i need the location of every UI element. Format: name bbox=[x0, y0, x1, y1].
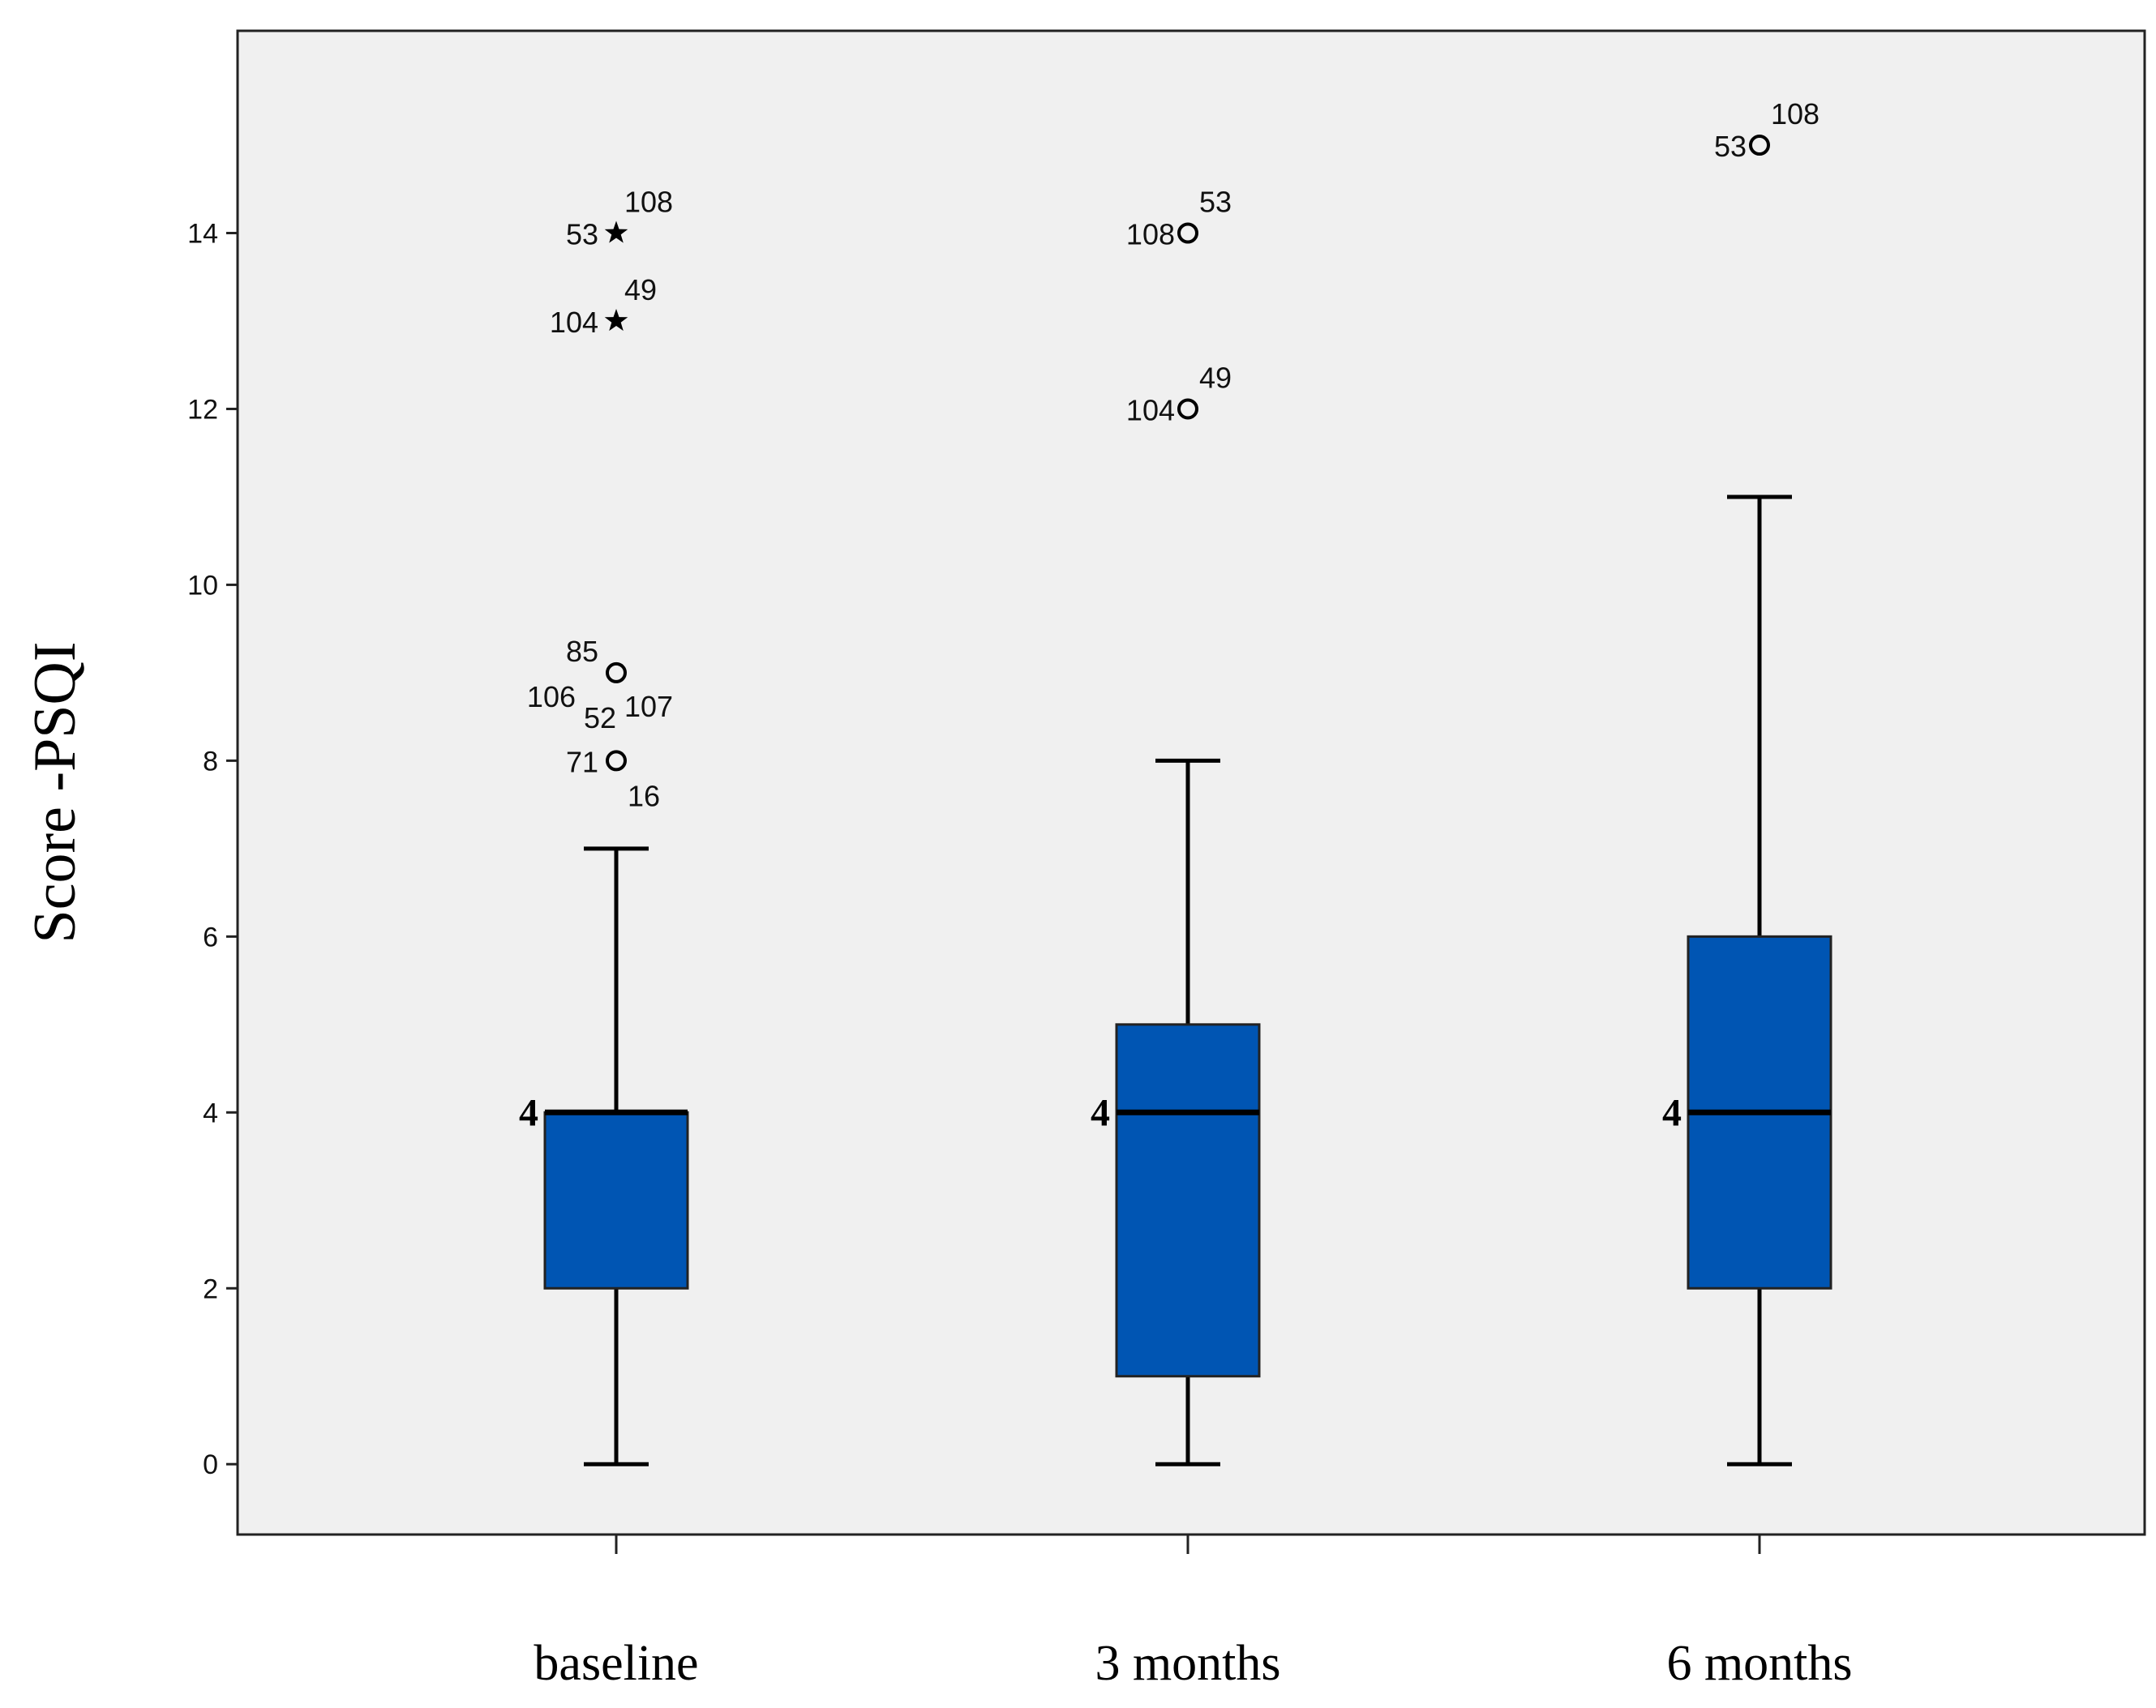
median-label: 4 bbox=[1662, 1091, 1682, 1134]
y-tick-label: 2 bbox=[203, 1274, 218, 1304]
outlier-case-label: 16 bbox=[628, 779, 660, 812]
y-tick-label: 10 bbox=[187, 570, 218, 601]
outlier-case-label: 53 bbox=[566, 218, 598, 251]
outlier-case-label: 104 bbox=[550, 306, 598, 339]
box-group: 4 53 108 bbox=[1662, 97, 1832, 1466]
outlier-case-label: 53 bbox=[1714, 130, 1747, 163]
y-axis-title: Score -PSQI bbox=[22, 641, 88, 943]
outlier-star-marker bbox=[604, 309, 628, 332]
y-tick-label: 4 bbox=[203, 1098, 218, 1128]
x-category-label: 6 months bbox=[1666, 1636, 1852, 1691]
outlier-circle-marker bbox=[606, 750, 627, 772]
box bbox=[1115, 1023, 1261, 1378]
outlier-circle-marker bbox=[606, 661, 627, 683]
y-tick-label: 6 bbox=[203, 922, 218, 952]
x-category-label: baseline bbox=[534, 1636, 698, 1691]
median-label: 4 bbox=[519, 1091, 538, 1134]
outlier-case-label: 49 bbox=[624, 273, 657, 306]
box bbox=[543, 1111, 689, 1290]
outlier-case-label: 106 bbox=[527, 680, 576, 713]
outlier-case-label: 107 bbox=[624, 690, 673, 723]
outlier-circle-marker bbox=[1177, 398, 1198, 420]
outlier-case-label: 71 bbox=[566, 745, 598, 778]
outlier-circle-marker bbox=[1749, 135, 1770, 156]
outlier-case-label: 85 bbox=[566, 635, 598, 668]
x-category-label: 3 months bbox=[1095, 1636, 1280, 1691]
x-axis: baseline 3 months 6 months bbox=[534, 1535, 1853, 1691]
outlier-case-label: 52 bbox=[584, 701, 616, 734]
outlier-case-label: 108 bbox=[1126, 218, 1175, 251]
y-axis: 0 2 4 6 8 10 12 14 bbox=[187, 219, 238, 1480]
y-tick-label: 8 bbox=[203, 746, 218, 777]
outlier-star-marker bbox=[604, 220, 628, 243]
outlier-case-label: 108 bbox=[624, 186, 673, 219]
y-tick-label: 14 bbox=[187, 219, 218, 250]
outlier-case-label: 108 bbox=[1771, 97, 1820, 131]
outlier-circle-marker bbox=[1177, 222, 1198, 244]
outlier-case-label: 49 bbox=[1199, 361, 1232, 394]
outlier-case-label: 53 bbox=[1199, 186, 1232, 219]
y-tick-label: 12 bbox=[187, 394, 218, 425]
median-label: 4 bbox=[1091, 1091, 1110, 1134]
box-group: 4 108 53 104 49 bbox=[1091, 186, 1261, 1466]
outlier-case-label: 104 bbox=[1126, 393, 1175, 426]
y-tick-label: 0 bbox=[203, 1449, 218, 1480]
